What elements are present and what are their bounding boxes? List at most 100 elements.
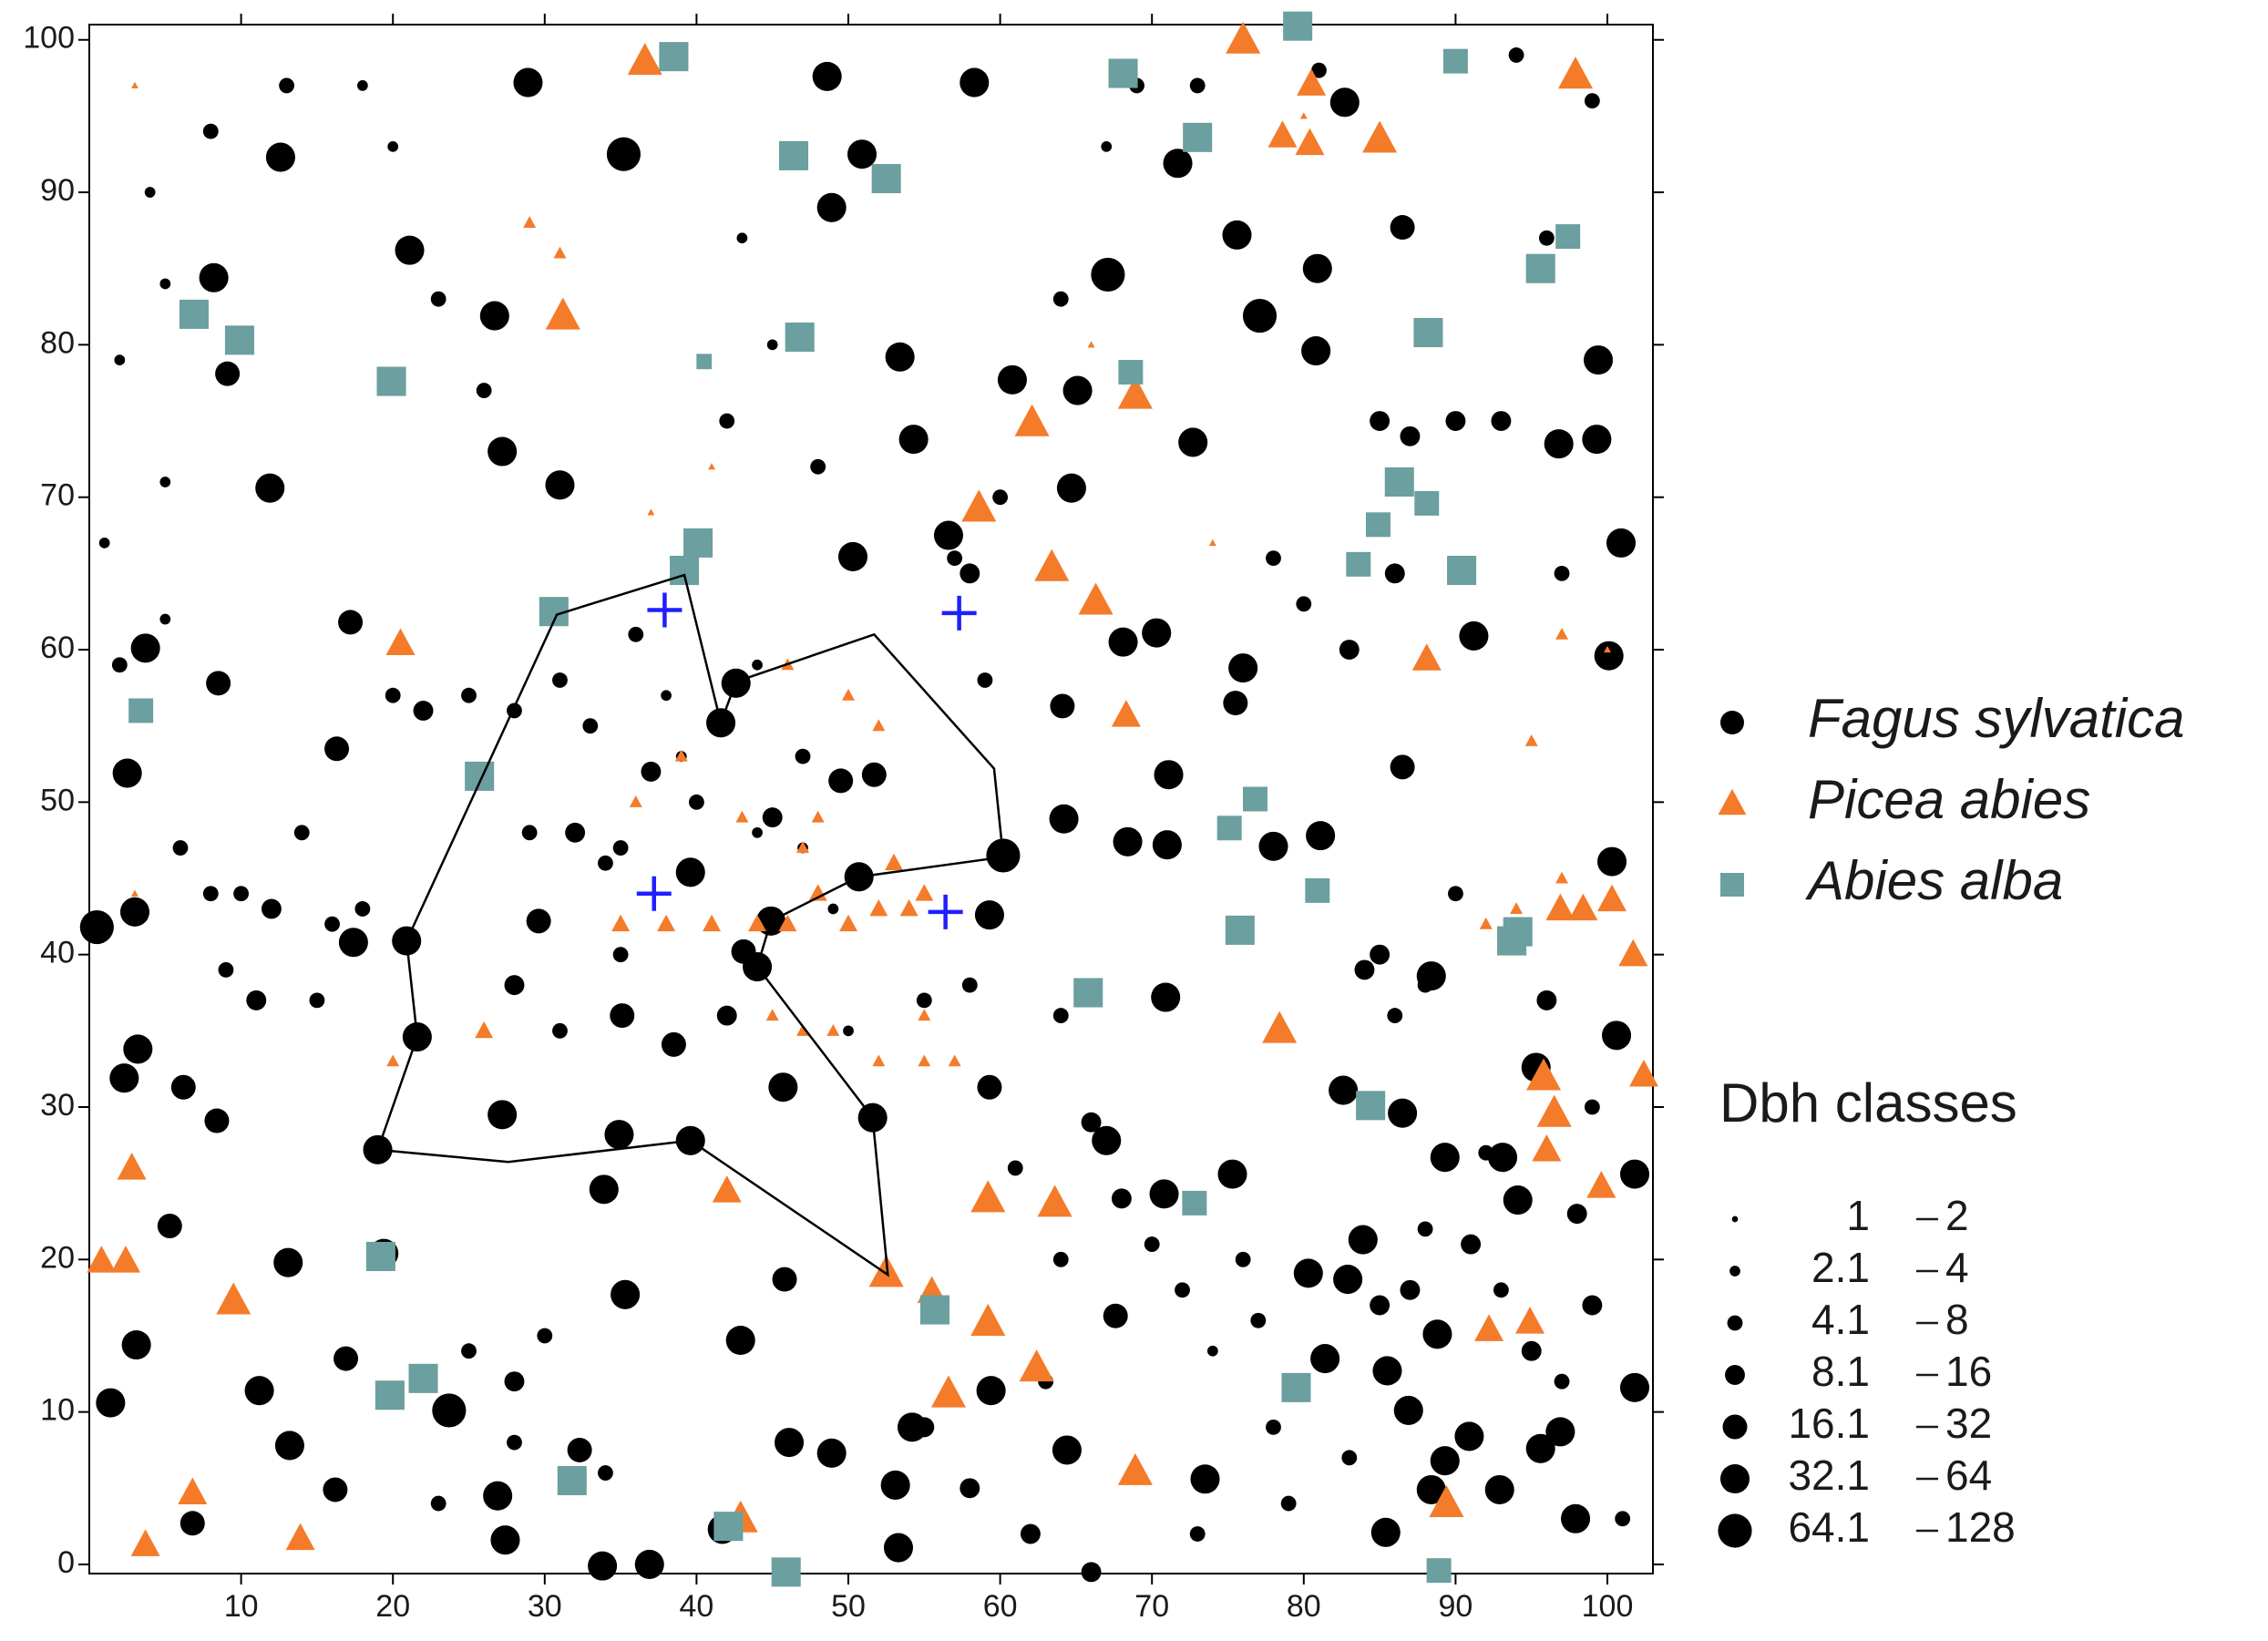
tree-point (659, 42, 689, 72)
tree-point (324, 916, 340, 932)
tree-point (1488, 1143, 1518, 1173)
tree-point (1545, 1417, 1575, 1447)
tree-point (479, 301, 509, 331)
tree-point (224, 325, 254, 355)
tree-point (121, 1329, 151, 1360)
tree-point (828, 768, 854, 794)
tree-point (323, 1477, 348, 1503)
tree-point (1362, 120, 1398, 153)
tree-point (775, 1428, 805, 1458)
tree-point (334, 1346, 359, 1371)
tree-point (598, 1465, 613, 1481)
tree-point (716, 1005, 737, 1026)
tree-point (1296, 596, 1312, 612)
legend-size-symbol (1731, 1215, 1739, 1223)
y-tick-label: 10 (40, 1393, 75, 1428)
tree-point (1525, 253, 1555, 283)
tree-point (1266, 550, 1281, 567)
tree-point (180, 1511, 205, 1536)
tree-point (87, 1246, 117, 1273)
cross-marker (928, 894, 963, 929)
tree-point (610, 1003, 635, 1029)
tree-point (1081, 1112, 1102, 1133)
tree-point (1388, 1098, 1418, 1128)
tree-point (1596, 846, 1627, 877)
plot-frame (88, 24, 1654, 1574)
tree-point (1430, 1143, 1460, 1173)
x-tick-label: 30 (528, 1589, 562, 1624)
tree-point (1217, 1159, 1247, 1189)
tree-point (1417, 977, 1433, 993)
tree-point (960, 1478, 980, 1499)
x-tick-label: 40 (679, 1589, 713, 1624)
tree-point (1007, 1160, 1023, 1176)
tree-point (1479, 917, 1493, 929)
tree-point (526, 908, 551, 934)
tree-point (1341, 1450, 1358, 1466)
tree-point (1223, 691, 1248, 716)
tree-point (1111, 1188, 1132, 1209)
tree-point (131, 889, 139, 897)
tree-point (490, 1525, 520, 1555)
tree-point (130, 633, 160, 663)
tree-point (1461, 1234, 1482, 1255)
tree-point (123, 1034, 153, 1064)
tree-point (748, 914, 767, 932)
tree-point (816, 192, 847, 222)
tree-point (768, 1072, 798, 1103)
tree-point (1014, 404, 1050, 436)
tree-point (1447, 555, 1477, 586)
tree-point (1372, 1356, 1402, 1386)
tree-point (476, 383, 492, 398)
tree-point (1091, 257, 1125, 292)
tree-point (796, 1023, 810, 1036)
tree-point (375, 1380, 405, 1410)
tree-point (612, 840, 629, 856)
cross-marker (636, 876, 672, 911)
tree-point (1474, 1314, 1504, 1341)
tree-point (918, 1054, 931, 1067)
tree-point (218, 961, 234, 978)
tree-point (779, 140, 809, 170)
tree-point (1301, 336, 1331, 366)
tree-point (1484, 1474, 1514, 1505)
tree-point (1606, 528, 1637, 558)
tree-point (1582, 1295, 1603, 1316)
tree-point (1390, 215, 1415, 241)
legend-symbol (1720, 711, 1744, 734)
tree-point (731, 938, 756, 964)
tree-point (507, 1434, 522, 1451)
tree-point (843, 1025, 854, 1037)
tree-point (1144, 1236, 1160, 1252)
tree-point (261, 898, 282, 919)
tree-point (1250, 1312, 1267, 1328)
tree-point (159, 477, 171, 487)
tree-point (117, 1153, 147, 1180)
tree-point (1557, 56, 1594, 89)
tree-point (647, 508, 655, 516)
tree-point (762, 807, 783, 828)
tree-point (1103, 1303, 1128, 1328)
tree-point (883, 1533, 914, 1563)
tree-point (796, 841, 810, 854)
tree-point (255, 473, 285, 503)
tree-point (395, 235, 425, 265)
tree-point (661, 690, 672, 702)
tree-point (1190, 1464, 1220, 1494)
tree-point (713, 1512, 744, 1542)
tree-point (1508, 47, 1524, 63)
tree-point (1555, 224, 1581, 250)
tree-point (915, 884, 934, 901)
tree-point (627, 43, 662, 76)
tree-point (1422, 1319, 1452, 1349)
tree-point (365, 1241, 395, 1271)
tree-point (588, 1551, 618, 1581)
tree-point (719, 413, 735, 429)
tree-point (1149, 1179, 1179, 1209)
tree-point (114, 354, 126, 365)
tree-point (634, 1549, 664, 1579)
tree-point (827, 903, 839, 915)
tree-point (1333, 1265, 1363, 1295)
tree-point (861, 762, 887, 787)
tree-point (1370, 411, 1391, 431)
